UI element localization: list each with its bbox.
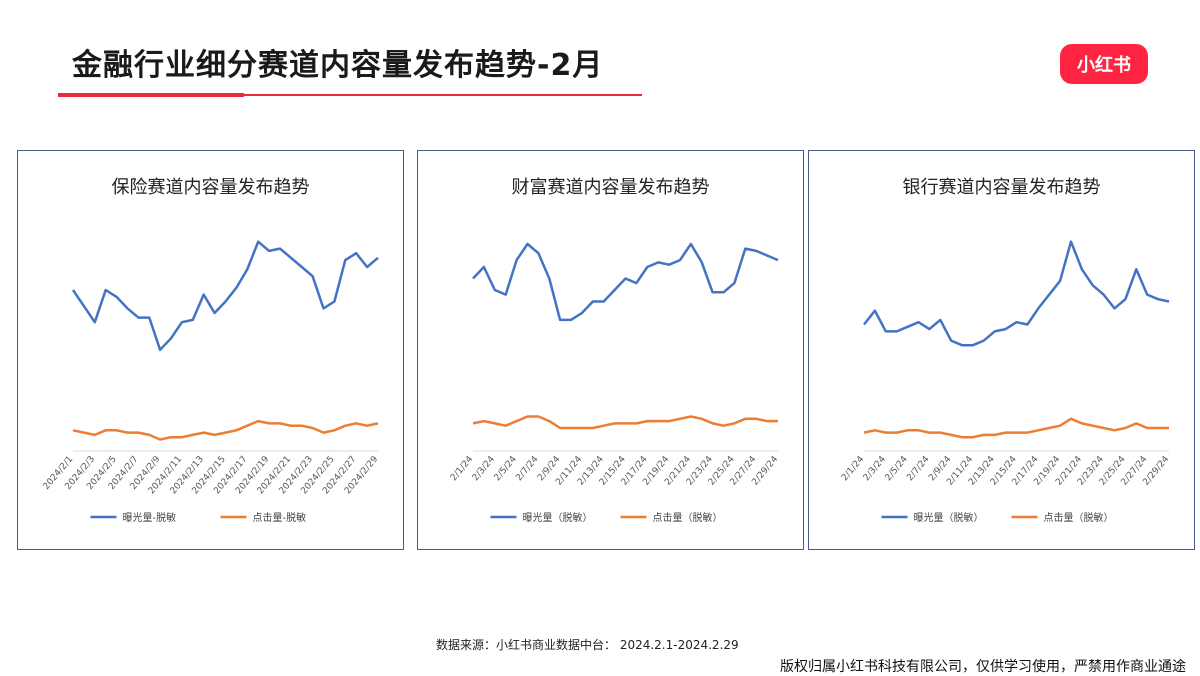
series-line-1 — [472, 242, 779, 322]
xiaohongshu-logo: 小红书 — [1060, 44, 1148, 84]
series-line-2 — [72, 419, 379, 441]
x-tick-label: 2/7/24 — [514, 454, 540, 483]
page-title: 金融行业细分赛道内容量发布趋势-2月 — [72, 48, 604, 83]
series-line-2 — [863, 417, 1169, 439]
x-tick-label: 2/3/24 — [471, 454, 497, 483]
x-tick-label: 2/5/24 — [493, 454, 519, 483]
legend-label: 点击量（脱敏） — [1044, 511, 1114, 524]
chart-title: 银行赛道内容量发布趋势 — [903, 177, 1101, 198]
legend-label: 点击量-脱敏 — [253, 511, 307, 524]
legend-label: 点击量（脱敏） — [653, 511, 723, 524]
copyright-note: 版权归属小红书科技有限公司，仅供学习使用，严禁用作商业通途 — [780, 659, 1186, 675]
chart-panel-insurance: 保险赛道内容量发布趋势 2024/2/1 2024/2/3 2024/2/5 2024/… — [17, 150, 404, 550]
legend-label: 曝光量（脱敏） — [523, 511, 593, 524]
chart-title: 财富赛道内容量发布趋势 — [512, 177, 710, 198]
wealth-trend-chart: 财富赛道内容量发布趋势2/1/242/3/242/5/242/7/242/9/2… — [449, 177, 780, 524]
title-underline-accent — [58, 93, 244, 97]
chart-title: 保险赛道内容量发布趋势 — [112, 177, 310, 198]
series-line-1 — [71, 240, 379, 352]
legend-label: 曝光量（脱敏） — [914, 511, 984, 524]
insurance-trend-chart: 保险赛道内容量发布趋势2024/2/12024/2/32024/2/52024/… — [42, 177, 381, 524]
legend-label: 曝光量-脱敏 — [123, 511, 177, 524]
x-tick-label: 2/5/24 — [884, 454, 910, 483]
x-tick-label: 2/7/24 — [905, 454, 931, 483]
series-line-2 — [472, 415, 778, 430]
x-tick-label: 2/1/24 — [840, 454, 866, 483]
title-underline — [58, 94, 642, 96]
x-tick-label: 2/1/24 — [449, 454, 475, 483]
x-tick-label: 2/3/24 — [862, 454, 888, 483]
series-line-1 — [863, 240, 1170, 347]
data-source-note: 数据来源：小红书商业数据中台： 2024.2.1-2024.2.29 — [436, 638, 739, 652]
bank-trend-chart: 银行赛道内容量发布趋势2/1/242/3/242/5/242/7/242/9/2… — [840, 177, 1171, 524]
chart-panel-wealth: 财富赛道内容量发布趋势 2/1/24 2/3/24 2/5/24 2/7/24 2/9/2… — [417, 150, 804, 550]
chart-panel-bank: 银行赛道内容量发布趋势 2/1/24 2/3/24 2/5/24 2/7/24 2/9/2… — [808, 150, 1195, 550]
